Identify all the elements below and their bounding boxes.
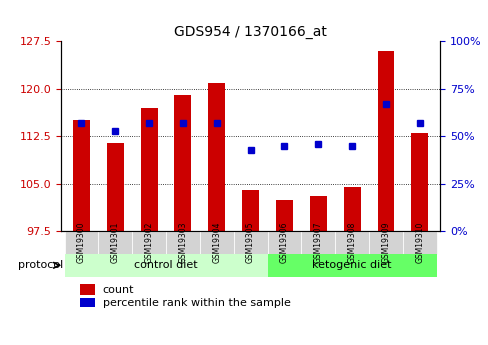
- Text: protocol: protocol: [18, 260, 62, 270]
- Bar: [242, 190, 259, 231]
- Text: GSM19306: GSM19306: [279, 222, 288, 263]
- Text: GSM19310: GSM19310: [414, 222, 424, 263]
- Bar: [80, 298, 95, 308]
- Bar: [275, 199, 292, 231]
- Bar: [377, 51, 394, 231]
- Bar: [80, 284, 95, 295]
- Bar: [141, 108, 157, 231]
- Bar: [343, 187, 360, 231]
- Title: GDS954 / 1370166_at: GDS954 / 1370166_at: [174, 25, 326, 39]
- Text: GSM19309: GSM19309: [381, 222, 389, 263]
- Bar: [73, 120, 90, 231]
- FancyBboxPatch shape: [64, 254, 267, 277]
- Text: GSM19307: GSM19307: [313, 222, 322, 263]
- Text: GSM19302: GSM19302: [144, 222, 153, 263]
- FancyBboxPatch shape: [368, 231, 402, 254]
- Text: GSM19301: GSM19301: [111, 222, 120, 263]
- Bar: [410, 133, 427, 231]
- FancyBboxPatch shape: [166, 231, 200, 254]
- Text: GSM19304: GSM19304: [212, 222, 221, 263]
- Bar: [208, 82, 225, 231]
- Text: GSM19303: GSM19303: [178, 222, 187, 263]
- Text: percentile rank within the sample: percentile rank within the sample: [102, 298, 290, 308]
- Text: count: count: [102, 285, 134, 295]
- Text: GSM19308: GSM19308: [347, 222, 356, 263]
- Text: ketogenic diet: ketogenic diet: [312, 260, 391, 270]
- Text: GSM19300: GSM19300: [77, 222, 86, 263]
- FancyBboxPatch shape: [233, 231, 267, 254]
- Bar: [106, 142, 123, 231]
- Bar: [174, 95, 191, 231]
- Bar: [309, 196, 326, 231]
- FancyBboxPatch shape: [98, 231, 132, 254]
- Text: control diet: control diet: [134, 260, 198, 270]
- FancyBboxPatch shape: [334, 231, 368, 254]
- FancyBboxPatch shape: [402, 231, 436, 254]
- FancyBboxPatch shape: [267, 254, 436, 277]
- Text: GSM19305: GSM19305: [245, 222, 255, 263]
- FancyBboxPatch shape: [301, 231, 334, 254]
- FancyBboxPatch shape: [64, 231, 98, 254]
- FancyBboxPatch shape: [132, 231, 166, 254]
- FancyBboxPatch shape: [267, 231, 301, 254]
- FancyBboxPatch shape: [200, 231, 233, 254]
